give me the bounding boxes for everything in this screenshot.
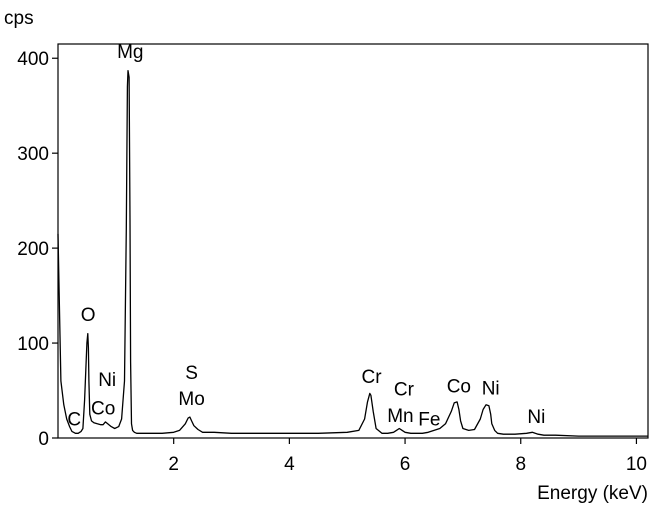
spectrum-line	[57, 69, 648, 437]
peak-label: Ni	[482, 378, 500, 399]
peak-label: Mo	[178, 389, 204, 410]
peak-label: Co	[91, 398, 115, 419]
peak-label: Ni	[98, 370, 116, 391]
y-tick-label: 0	[38, 429, 49, 450]
y-tick-label: 400	[17, 49, 49, 70]
x-axis-label: Energy (keV)	[537, 483, 648, 504]
peak-label: C	[67, 410, 81, 431]
y-axis-label: cps	[4, 8, 34, 29]
y-tick-label: 100	[17, 334, 49, 355]
peak-label: O	[81, 305, 96, 326]
y-axis-ticks: 0 100 200 300 400	[17, 49, 58, 450]
peak-label: Co	[447, 376, 471, 397]
x-tick-label: 10	[626, 454, 647, 475]
x-axis-ticks: 2 4 6 8 10	[168, 438, 647, 475]
peak-label: Mg	[117, 42, 143, 63]
peak-label: Mn	[387, 406, 413, 427]
peak-label: Cr	[361, 367, 382, 388]
y-tick-label: 200	[17, 239, 49, 260]
x-tick-label: 4	[284, 454, 295, 475]
x-tick-label: 2	[168, 454, 179, 475]
plot-frame	[57, 43, 649, 439]
peak-label: Cr	[394, 379, 415, 400]
y-tick-label: 300	[17, 144, 49, 165]
peak-label: Ni	[527, 407, 545, 428]
peak-label: Fe	[418, 410, 440, 431]
x-tick-label: 8	[515, 454, 526, 475]
x-tick-label: 6	[400, 454, 411, 475]
peak-label: S	[185, 363, 198, 384]
